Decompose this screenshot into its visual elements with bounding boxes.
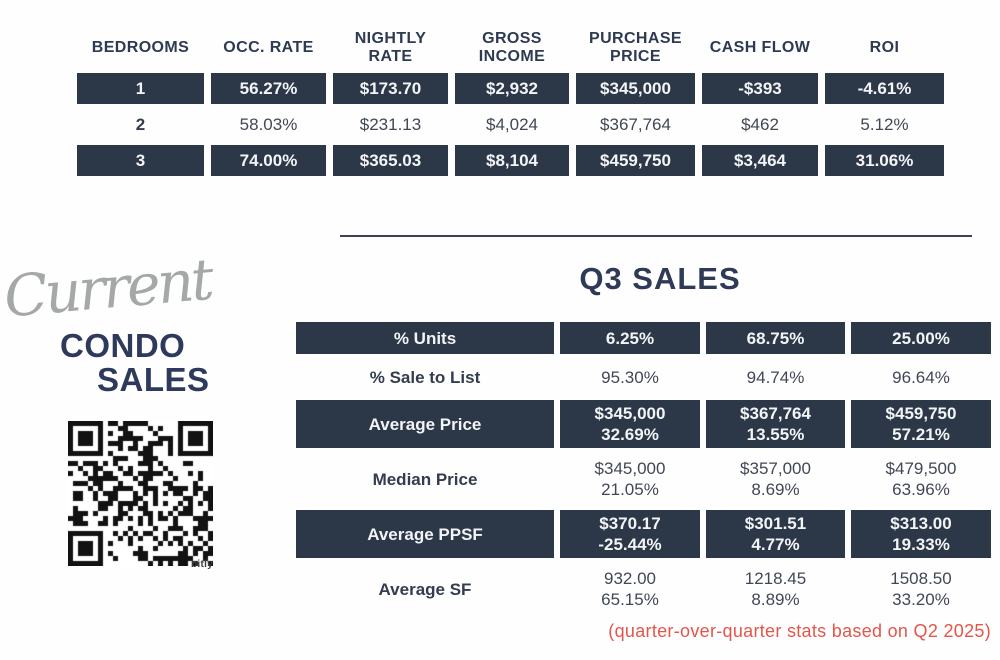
cell-value: $301.51: [744, 514, 807, 533]
table-cell: 1: [77, 73, 204, 104]
cell-qoq-change: 57.21%: [892, 425, 950, 444]
cell-value: 1218.45: [744, 569, 807, 588]
column-header-occ-rate: OCC. RATE: [223, 38, 314, 56]
section-divider: [340, 235, 972, 237]
qoq-footnote: (quarter-over-quarter stats based on Q2 …: [608, 621, 991, 641]
column-header-purchase-price: PURCHASE PRICE: [589, 29, 682, 65]
cell-qoq-change: 65.15%: [601, 590, 659, 609]
table-cell: $2,932: [455, 73, 569, 104]
cell-qoq-change: 19.33%: [892, 535, 950, 554]
cell-qoq-change: 63.96%: [892, 480, 950, 499]
q3-sales-title: Q3 SALES: [579, 261, 741, 296]
table-cell: 5.12%: [860, 114, 909, 134]
column-header-nightly-rate: NIGHTLY RATE: [354, 29, 427, 65]
cell-value: 1508.50: [890, 569, 952, 588]
table-cell: $459,750 57.21%: [851, 400, 991, 448]
table-cell: $367,764 13.55%: [706, 400, 845, 448]
qr-provider-label: bitly: [191, 559, 214, 570]
q3-sales-table: % Units 6.25% 68.75% 25.00% % Sale to Li…: [296, 322, 991, 613]
table-cell: $231.13: [359, 114, 422, 134]
row-label: Average PPSF: [296, 510, 554, 558]
cell-value: $345,000: [594, 404, 666, 423]
table-cell: 95.30%: [601, 367, 659, 387]
cell-value: $345,000: [594, 459, 666, 478]
table-cell: $367,764: [600, 114, 671, 134]
table-cell: 1218.45 8.89%: [706, 565, 845, 613]
cell-qoq-change: 33.20%: [892, 590, 950, 609]
table-cell: 58.03%: [239, 114, 298, 134]
row-label: Median Price: [372, 469, 478, 489]
table-cell: $3,464: [702, 145, 818, 176]
table-cell: $370.17 -25.44%: [560, 510, 700, 558]
cell-value: $479,500: [885, 459, 957, 478]
table-cell: 68.75%: [706, 322, 845, 354]
table-cell: 932.00 65.15%: [560, 565, 700, 613]
table-cell: 25.00%: [851, 322, 991, 354]
table-cell: 2: [135, 114, 146, 134]
table-cell: $301.51 4.77%: [706, 510, 845, 558]
table-cell: $345,000: [576, 73, 695, 104]
column-header-cash-flow: CASH FLOW: [709, 38, 811, 56]
brand-script-word: Current: [1, 246, 214, 331]
cell-qoq-change: 8.69%: [751, 480, 800, 499]
cell-value: 932.00: [604, 569, 656, 588]
table-cell: 94.74%: [746, 367, 805, 387]
brand-title-sales: SALES: [97, 361, 210, 398]
table-cell: -$393: [702, 73, 818, 104]
table-cell: $8,104: [455, 145, 569, 176]
table-cell: $357,000 8.69%: [706, 455, 845, 503]
column-header-roi: ROI: [869, 38, 900, 56]
cell-value: $313.00: [890, 514, 952, 533]
table-cell: 96.64%: [892, 367, 950, 387]
table-cell: $462: [741, 114, 779, 134]
qr-code: [68, 421, 213, 566]
row-label: Average SF: [378, 579, 472, 599]
cell-qoq-change: 13.55%: [746, 425, 805, 444]
bedrooms-table: BEDROOMS OCC. RATE NIGHTLY RATE GROSS IN…: [77, 27, 944, 176]
table-cell: 3: [77, 145, 204, 176]
row-label: % Sale to List: [369, 367, 481, 387]
cell-value: $357,000: [740, 459, 811, 478]
table-cell: $173.70: [333, 73, 448, 104]
table-cell: $4,024: [486, 114, 538, 134]
cell-qoq-change: 32.69%: [601, 425, 659, 444]
row-label: % Units: [296, 322, 554, 354]
cell-qoq-change: 21.05%: [601, 480, 659, 499]
table-cell: 31.06%: [825, 145, 944, 176]
table-cell: 1508.50 33.20%: [851, 565, 991, 613]
table-cell: $459,750: [576, 145, 695, 176]
table-cell: $479,500 63.96%: [851, 455, 991, 503]
table-cell: $345,000 21.05%: [560, 455, 700, 503]
table-cell: $365.03: [333, 145, 448, 176]
table-cell: $345,000 32.69%: [560, 400, 700, 448]
table-cell: 56.27%: [211, 73, 326, 104]
column-header-bedrooms: BEDROOMS: [91, 38, 190, 56]
cell-value: $459,750: [885, 404, 957, 423]
table-cell: 6.25%: [560, 322, 700, 354]
cell-qoq-change: 4.77%: [751, 535, 800, 554]
cell-qoq-change: 8.89%: [751, 590, 800, 609]
table-cell: 74.00%: [211, 145, 326, 176]
table-cell: -4.61%: [825, 73, 944, 104]
brand-title-condo: CONDO: [60, 327, 186, 364]
row-label: Average Price: [296, 400, 554, 448]
column-header-gross-income: GROSS INCOME: [478, 29, 546, 65]
cell-qoq-change: -25.44%: [598, 535, 662, 554]
table-cell: $313.00 19.33%: [851, 510, 991, 558]
cell-value: $370.17: [599, 514, 661, 533]
cell-value: $367,764: [740, 404, 811, 423]
